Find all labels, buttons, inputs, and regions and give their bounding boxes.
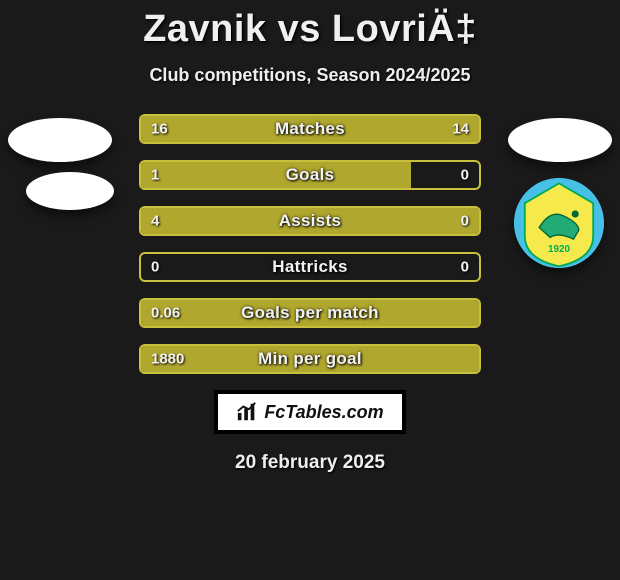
stat-row: 10Goals [139, 160, 481, 190]
page-title: Zavnik vs LovriÄ‡ [0, 0, 620, 51]
stat-row: 1614Matches [139, 114, 481, 144]
player2-logo-ellipse [508, 118, 612, 162]
stat-row: 40Assists [139, 206, 481, 236]
date-text: 20 february 2025 [0, 452, 620, 474]
stat-label: Min per goal [141, 349, 479, 369]
svg-text:1920: 1920 [548, 244, 570, 255]
stat-bars: 1614Matches 10Goals 40Assists 00Hattricks 0.… [139, 114, 481, 374]
comparison-stage: 1920 1614Matches 10Goals 40Assists 00Hattri… [0, 114, 620, 474]
stat-label: Matches [141, 119, 479, 139]
player1-logo-ellipse-1 [8, 118, 112, 162]
stat-row: 1880Min per goal [139, 344, 481, 374]
stat-label: Goals per match [141, 303, 479, 323]
team-crest-icon: 1920 [514, 178, 604, 268]
stat-row: 0.06Goals per match [139, 298, 481, 328]
stat-row: 00Hattricks [139, 252, 481, 282]
stat-label: Goals [141, 165, 479, 185]
subtitle: Club competitions, Season 2024/2025 [0, 65, 620, 86]
stat-label: Hattricks [141, 257, 479, 277]
brand-text: FcTables.com [264, 402, 383, 423]
brand-badge: FcTables.com [214, 390, 406, 434]
player1-logo-ellipse-2 [26, 172, 114, 210]
stat-label: Assists [141, 211, 479, 231]
chart-icon [236, 401, 258, 423]
